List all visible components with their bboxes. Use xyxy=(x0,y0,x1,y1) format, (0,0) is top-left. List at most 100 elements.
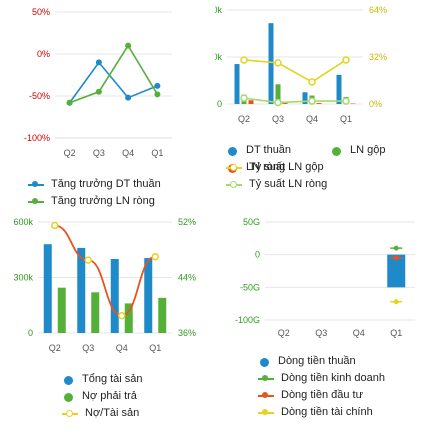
chart-cashflow-plot: 50G 0 -50G -100G Q2 Q3 Q4 Q1 xyxy=(235,217,415,338)
y-tick-label: 0 xyxy=(28,328,33,338)
x-tick-label: Q1 xyxy=(149,343,161,353)
y-tick-label: 200k xyxy=(215,5,222,15)
bar xyxy=(77,247,86,333)
legend-label: Dòng tiền kinh doanh xyxy=(281,372,385,384)
data-point xyxy=(308,97,316,105)
y-tick-label: 600k xyxy=(13,217,33,227)
legend-item-tong-tai-san[interactable]: Tổng tài sản xyxy=(62,371,143,388)
series-line xyxy=(243,59,347,83)
chart-growth: 50% 0% -50% -100% Q2 Q3 Q4 Q1 xyxy=(0,0,215,165)
legend-item-dong-tien-kinh-doanh[interactable]: Dòng tiền kinh doanh xyxy=(258,370,385,387)
legend-label: Tỷ suất LN ròng xyxy=(249,178,328,190)
legend-item-dong-tien-tai-chinh[interactable]: Dòng tiền tài chính xyxy=(258,404,385,421)
x-tick-label: Q2 xyxy=(49,343,61,353)
bar xyxy=(234,64,240,104)
data-point xyxy=(342,97,350,105)
series-line xyxy=(243,97,346,104)
bar xyxy=(275,84,281,104)
bar xyxy=(336,74,342,104)
y-tick-label: 0% xyxy=(37,49,50,59)
x-tick-label: Q2 xyxy=(238,114,250,124)
legend-cashflow: Dòng tiền thuần Dòng tiền kinh doanh Dòn… xyxy=(258,353,385,421)
y-tick-label: 50% xyxy=(32,7,50,17)
legend-item-ln-gop[interactable]: LN gộp xyxy=(330,142,385,159)
chart-assets: 600k 300k 0 52% 44% 36% Q2 Q3 Q4 Q1 xyxy=(0,212,215,362)
data-point xyxy=(393,245,399,251)
series-line xyxy=(68,61,158,104)
data-point xyxy=(393,299,399,305)
legend-label: LN gộp xyxy=(350,144,386,156)
x-tick-label: Q4 xyxy=(306,114,318,124)
x-tick-label: Q4 xyxy=(122,148,134,158)
x-tick-label: Q1 xyxy=(151,148,163,158)
data-point xyxy=(51,221,59,230)
legend-line-marker xyxy=(258,391,274,401)
y-tick-label: -100% xyxy=(24,133,50,143)
legend-item-ty-suat-ln-gop[interactable]: Tỷ suất LN gộp xyxy=(226,159,436,176)
y2-tick-label: 44% xyxy=(178,273,196,283)
x-tick-label: Q4 xyxy=(116,343,128,353)
data-point xyxy=(84,256,92,264)
y-tick-label: 300k xyxy=(13,273,33,283)
data-point xyxy=(125,94,132,101)
data-point xyxy=(154,91,161,98)
data-point xyxy=(118,311,126,320)
legend-label: Dòng tiền đầu tư xyxy=(281,389,363,401)
legend-label: Nợ/Tài sản xyxy=(85,407,140,419)
x-tick-label: Q3 xyxy=(272,114,284,124)
x-tick-label: Q1 xyxy=(340,114,352,124)
legend-dot xyxy=(260,357,269,367)
bar xyxy=(124,303,133,333)
legend-line-marker xyxy=(226,180,242,190)
legend-item-ty-suat-ln-rong[interactable]: Tỷ suất LN ròng xyxy=(226,176,436,193)
legend-line-marker xyxy=(62,409,78,419)
series-line xyxy=(69,44,159,104)
chart-revenue-profit: 200k 100k 0 64% 32% 0% Q2 Q3 Q4 Q1 xyxy=(202,0,440,140)
chart-assets-plot: 600k 300k 0 52% 44% 36% Q2 Q3 Q4 Q1 xyxy=(13,217,196,353)
y-tick-label: 0 xyxy=(217,99,222,109)
data-point xyxy=(274,98,282,107)
legend-item-dong-tien-dau-tu[interactable]: Dòng tiền đầu tư xyxy=(258,387,385,404)
legend-label: Tăng trưởng LN ròng xyxy=(51,195,155,207)
data-point xyxy=(308,78,316,86)
legend-dot xyxy=(228,146,237,156)
legend-label: Tỷ suất LN gộp xyxy=(249,161,324,173)
bar xyxy=(158,297,167,333)
x-tick-label: Q3 xyxy=(315,328,327,338)
x-tick-label: Q1 xyxy=(390,328,402,338)
data-point xyxy=(393,255,399,261)
y2-tick-label: 32% xyxy=(369,52,387,62)
y-tick-label: 0 xyxy=(255,250,260,260)
legend-line-marker xyxy=(258,408,274,418)
data-point xyxy=(240,94,248,102)
legend-label: Nợ phải trả xyxy=(82,390,137,402)
data-point xyxy=(154,82,161,89)
legend-label: DT thuần xyxy=(246,144,292,156)
legend-line-marker xyxy=(226,163,242,173)
series-line xyxy=(54,224,156,317)
data-point xyxy=(151,252,159,261)
chart-revenue-profit-plot: 200k 100k 0 64% 32% 0% Q2 Q3 Q4 Q1 xyxy=(202,5,387,124)
legend-dot xyxy=(64,375,73,385)
chart-growth-plot: 50% 0% -50% -100% Q2 Q3 Q4 Q1 xyxy=(24,7,172,158)
legend-label: Tăng trưởng DT thuần xyxy=(51,178,161,190)
legend-item-dong-tien-thuan[interactable]: Dòng tiền thuần xyxy=(258,353,385,370)
bar xyxy=(57,287,66,333)
data-point xyxy=(274,59,282,67)
legend-line-marker xyxy=(258,374,274,384)
legend-item-dt-thuan[interactable]: DT thuần xyxy=(226,142,330,159)
data-point xyxy=(95,59,102,66)
x-tick-label: Q2 xyxy=(64,148,76,158)
x-tick-label: Q4 xyxy=(353,328,365,338)
y-tick-label: -50G xyxy=(240,282,260,292)
legend-item-dt-growth[interactable]: Tăng trưởng DT thuần xyxy=(28,176,161,193)
legend-label: Dòng tiền tài chính xyxy=(281,406,373,418)
legend-growth: Tăng trưởng DT thuần Tăng trưởng LN ròng xyxy=(28,176,161,210)
y-tick-label: 100k xyxy=(215,52,222,62)
legend-item-ln-growth[interactable]: Tăng trưởng LN ròng xyxy=(28,193,161,210)
bar xyxy=(144,258,153,333)
legend-item-no-tai-san[interactable]: Nợ/Tài sản xyxy=(62,405,143,422)
legend-label: LN ròng xyxy=(246,161,286,173)
legend-item-no-phai-tra[interactable]: Nợ phải trả xyxy=(62,388,143,405)
data-point xyxy=(342,56,350,64)
